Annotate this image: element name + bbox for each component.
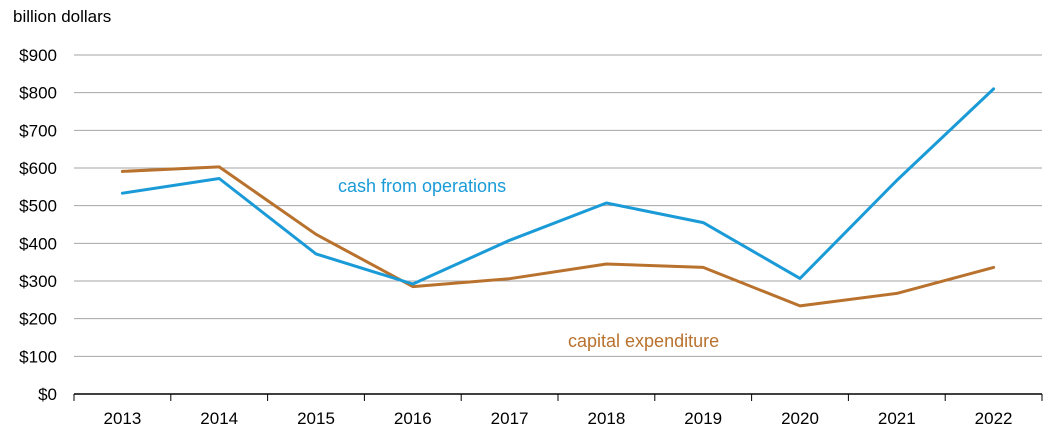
y-axis-ticks: $0 $100 $200 $300 $400 $500 $600 $700 $800 $900: [19, 46, 57, 404]
y-tick-label: $700: [19, 121, 57, 140]
y-tick-label: $0: [38, 385, 57, 404]
x-tick-label: 2013: [103, 409, 141, 428]
x-tick-label: 2016: [394, 409, 432, 428]
x-tick-label: 2017: [491, 409, 529, 428]
y-tick-label: $600: [19, 159, 57, 178]
y-tick-label: $200: [19, 310, 57, 329]
y-tick-label: $100: [19, 347, 57, 366]
x-axis: 2013 2014 2015 2016 2017 2018 2019 2020 2021 2022: [73, 393, 1043, 428]
x-tick-label: 2015: [297, 409, 335, 428]
x-tick-label: 2022: [975, 409, 1013, 428]
x-tick-label: 2014: [200, 409, 238, 428]
y-tick-label: $400: [19, 234, 57, 253]
y-tick-label: $900: [19, 46, 57, 65]
gridlines: [74, 54, 1042, 357]
series-line-capital-expenditure: [120, 165, 996, 308]
series-label-capital-expenditure: capital expenditure: [568, 331, 719, 351]
x-tick-label: 2019: [684, 409, 722, 428]
series-label-cash-from-operations: cash from operations: [338, 176, 506, 196]
series-group: [120, 87, 996, 308]
x-tick-label: 2020: [781, 409, 819, 428]
series-line-cash-from-operations: [120, 87, 996, 286]
x-tick-label: 2018: [587, 409, 625, 428]
y-tick-label: $800: [19, 84, 57, 103]
x-tick-label: 2021: [878, 409, 916, 428]
y-tick-label: $300: [19, 272, 57, 291]
y-tick-label: $500: [19, 197, 57, 216]
y-axis-unit-label: billion dollars: [13, 7, 111, 26]
